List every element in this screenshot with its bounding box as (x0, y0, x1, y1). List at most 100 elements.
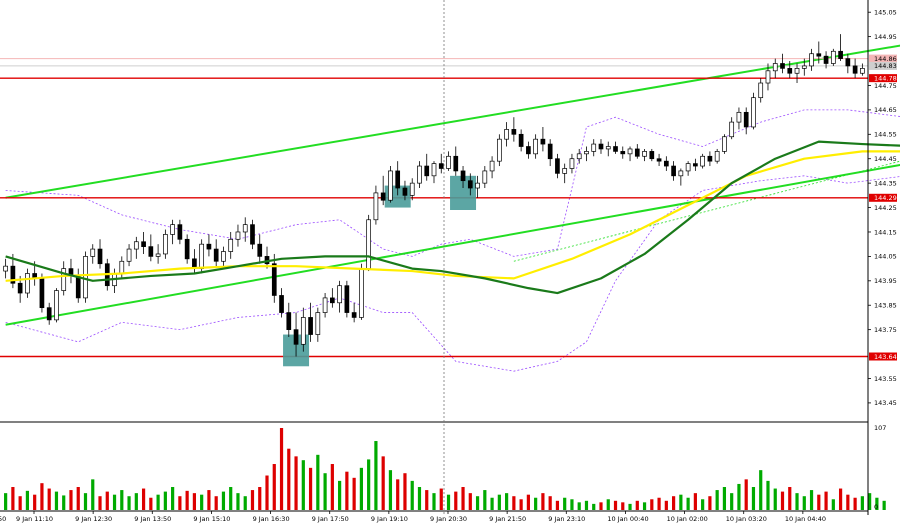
volume-bar (185, 490, 189, 510)
candle-body (693, 163, 698, 167)
candle (61, 261, 67, 296)
candle-body (279, 295, 284, 313)
candle-body (598, 143, 604, 150)
candle (620, 146, 626, 159)
volume-bar (468, 493, 472, 510)
candle-body (75, 275, 81, 299)
candle (97, 239, 103, 269)
candle (315, 307, 321, 342)
candle-body (758, 82, 764, 99)
candle (540, 126, 546, 152)
candle (460, 166, 466, 189)
volume-bar (279, 428, 284, 510)
volume-bar (809, 490, 814, 510)
candle-body (133, 241, 139, 250)
candle (729, 117, 735, 140)
candle (780, 53, 785, 74)
volume-bar (621, 502, 625, 510)
volume-bar (628, 503, 632, 510)
candle (271, 253, 277, 303)
candle (322, 293, 328, 318)
candle (344, 280, 350, 318)
candle-body (584, 151, 589, 155)
candle (467, 173, 473, 196)
volume-bar (141, 488, 146, 510)
volume-bar (98, 496, 102, 510)
volume-bar (817, 494, 821, 510)
volume-bar (577, 502, 581, 510)
candle (569, 153, 575, 174)
candle-body (627, 148, 633, 155)
candle-body (540, 138, 546, 145)
candle (388, 166, 393, 203)
volume-bar (236, 493, 240, 510)
volume-bar (272, 464, 276, 510)
volume-bar (91, 479, 95, 510)
volume-bar (751, 487, 756, 510)
volume-bar (780, 491, 785, 510)
price-tick-label: 145.05 (874, 9, 897, 17)
candle (678, 168, 684, 186)
candle-body (424, 165, 430, 177)
candle-body (823, 55, 829, 64)
candle-body (395, 170, 401, 189)
candle (823, 51, 829, 69)
candle (794, 63, 800, 84)
volume-bar (396, 479, 400, 510)
volume-bar (824, 491, 828, 510)
candle-body (772, 63, 778, 72)
candle (584, 146, 589, 162)
candle-body (751, 97, 756, 128)
candle-body (315, 312, 321, 335)
level-badge (869, 74, 897, 83)
candle (300, 307, 306, 352)
volume-bar (541, 493, 545, 510)
volume-bar (163, 491, 167, 510)
volume-bar (4, 493, 8, 510)
candle (446, 151, 451, 171)
volume-bar (352, 477, 356, 510)
volume-bar (454, 491, 458, 510)
volume-bar (54, 491, 59, 510)
candle (286, 302, 292, 337)
price-tick-label: 144.45 (874, 155, 897, 163)
candle-body (678, 170, 684, 177)
candle-body (671, 165, 676, 177)
candle (83, 251, 88, 303)
candle (206, 234, 212, 257)
volume-bar (83, 493, 88, 510)
candle (642, 148, 647, 162)
candle (133, 236, 139, 259)
volume-bar (308, 467, 313, 510)
time-tick-label: 9 Jan 23:10 (548, 515, 585, 523)
candle (141, 231, 146, 254)
candle-body (787, 68, 793, 74)
volume-bar (715, 490, 719, 510)
candle (409, 178, 415, 201)
volume-bar (882, 500, 886, 510)
candle (25, 268, 30, 298)
volume-bar (120, 490, 124, 510)
volume-bar (381, 456, 385, 510)
volume-bar (555, 500, 560, 510)
candle (431, 161, 437, 184)
volume-bar (192, 493, 197, 510)
candle (453, 146, 459, 176)
volume-bar (207, 490, 211, 510)
volume-bar (425, 490, 429, 510)
candle-body (533, 138, 538, 155)
candle-body (736, 111, 742, 123)
candle-body (163, 234, 168, 255)
volume-bar (149, 497, 153, 510)
candle (90, 244, 96, 264)
candle (598, 139, 604, 154)
candle (257, 234, 263, 264)
candle (838, 34, 843, 62)
candle-body (838, 50, 843, 59)
time-tick-label: 9 Jan 16:30 (253, 515, 290, 523)
volume-bar (483, 490, 487, 510)
candle-body (286, 312, 292, 331)
candle (693, 158, 698, 171)
candle (489, 156, 495, 179)
candle (722, 134, 727, 154)
